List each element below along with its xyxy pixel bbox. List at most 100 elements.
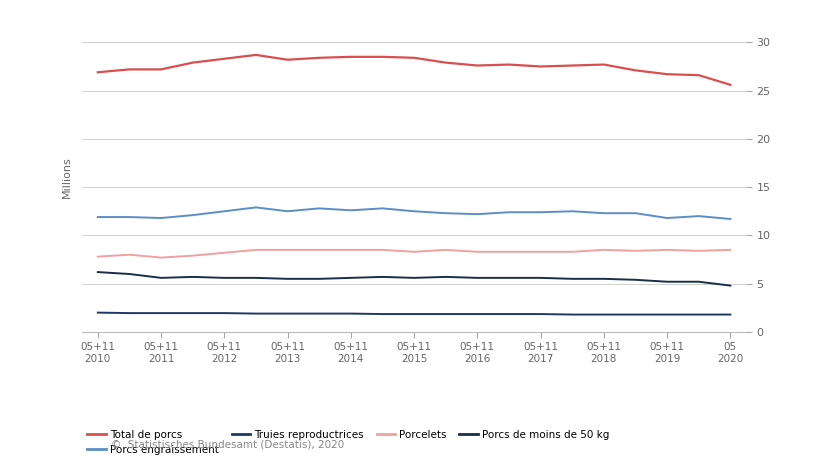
Porcelets <box>409 249 419 254</box>
Porcs engraissement <box>504 209 514 215</box>
Truies reproductrices <box>472 311 482 317</box>
Porcs de moins de 50 kg <box>188 274 197 280</box>
Porcs engraissement <box>535 209 545 215</box>
Porcelets <box>219 250 229 255</box>
Porcelets <box>630 248 640 254</box>
Truies reproductrices <box>630 312 640 317</box>
Total de porcs <box>693 72 703 78</box>
Total de porcs <box>219 56 229 61</box>
Total de porcs <box>377 54 387 59</box>
Porcs de moins de 50 kg <box>93 269 102 275</box>
Porcelets <box>124 252 134 257</box>
Truies reproductrices <box>219 310 229 316</box>
Porcs engraissement <box>598 210 608 216</box>
Total de porcs <box>630 68 640 73</box>
Total de porcs <box>124 67 134 72</box>
Porcs de moins de 50 kg <box>472 275 482 281</box>
Porcs engraissement <box>346 207 355 213</box>
Porcs engraissement <box>693 213 703 219</box>
Total de porcs <box>251 52 260 58</box>
Porcs engraissement <box>93 214 102 220</box>
Line: Porcs de moins de 50 kg: Porcs de moins de 50 kg <box>97 272 730 285</box>
Porcelets <box>188 253 197 259</box>
Porcelets <box>693 248 703 254</box>
Porcelets <box>314 247 324 253</box>
Truies reproductrices <box>567 312 577 317</box>
Truies reproductrices <box>725 312 735 317</box>
Porcs engraissement <box>188 213 197 218</box>
Porcelets <box>283 247 292 253</box>
Text: ©  Statistisches Bundesamt (Destatis), 2020: © Statistisches Bundesamt (Destatis), 20… <box>111 439 343 449</box>
Total de porcs <box>188 60 197 65</box>
Porcs de moins de 50 kg <box>314 276 324 282</box>
Porcelets <box>567 249 577 254</box>
Legend: Total de porcs, Porcs engraissement, Truies reproductrices, Porcelets, Porcs de : Total de porcs, Porcs engraissement, Tru… <box>87 430 609 455</box>
Porcelets <box>504 249 514 254</box>
Line: Porcelets: Porcelets <box>97 250 730 258</box>
Porcs engraissement <box>377 206 387 211</box>
Porcs engraissement <box>314 206 324 211</box>
Porcs engraissement <box>251 205 260 210</box>
Total de porcs <box>725 82 735 88</box>
Line: Porcs engraissement: Porcs engraissement <box>97 207 730 219</box>
Porcs engraissement <box>124 214 134 220</box>
Line: Total de porcs: Total de porcs <box>97 55 730 85</box>
Total de porcs <box>441 60 450 65</box>
Truies reproductrices <box>504 311 514 317</box>
Total de porcs <box>409 55 419 60</box>
Truies reproductrices <box>377 311 387 317</box>
Porcelets <box>725 247 735 253</box>
Porcs de moins de 50 kg <box>504 275 514 281</box>
Truies reproductrices <box>598 312 608 317</box>
Porcs de moins de 50 kg <box>567 276 577 282</box>
Porcs engraissement <box>283 208 292 214</box>
Total de porcs <box>314 55 324 60</box>
Porcs de moins de 50 kg <box>377 274 387 280</box>
Porcelets <box>662 247 672 253</box>
Porcs engraissement <box>630 210 640 216</box>
Porcelets <box>346 247 355 253</box>
Porcelets <box>472 249 482 254</box>
Total de porcs <box>346 54 355 59</box>
Porcs engraissement <box>725 216 735 222</box>
Porcelets <box>156 255 165 260</box>
Porcelets <box>441 247 450 253</box>
Truies reproductrices <box>535 311 545 317</box>
Truies reproductrices <box>314 311 324 316</box>
Porcs de moins de 50 kg <box>598 276 608 282</box>
Truies reproductrices <box>124 310 134 316</box>
Truies reproductrices <box>441 311 450 317</box>
Porcelets <box>251 247 260 253</box>
Porcs de moins de 50 kg <box>251 275 260 281</box>
Total de porcs <box>156 67 165 72</box>
Truies reproductrices <box>251 311 260 316</box>
Porcs engraissement <box>662 215 672 221</box>
Truies reproductrices <box>346 311 355 316</box>
Total de porcs <box>662 71 672 77</box>
Total de porcs <box>567 63 577 68</box>
Total de porcs <box>504 62 514 67</box>
Porcs de moins de 50 kg <box>409 275 419 281</box>
Porcs de moins de 50 kg <box>693 279 703 284</box>
Porcs engraissement <box>567 208 577 214</box>
Porcs de moins de 50 kg <box>535 275 545 281</box>
Porcs de moins de 50 kg <box>630 277 640 283</box>
Truies reproductrices <box>283 311 292 316</box>
Porcs engraissement <box>472 212 482 217</box>
Truies reproductrices <box>693 312 703 317</box>
Total de porcs <box>283 57 292 63</box>
Porcs de moins de 50 kg <box>124 271 134 277</box>
Porcs de moins de 50 kg <box>725 283 735 289</box>
Porcs de moins de 50 kg <box>283 276 292 282</box>
Porcs engraissement <box>219 208 229 214</box>
Y-axis label: Millions: Millions <box>61 157 71 198</box>
Total de porcs <box>93 70 102 75</box>
Total de porcs <box>472 63 482 68</box>
Total de porcs <box>598 62 608 67</box>
Porcs de moins de 50 kg <box>662 279 672 284</box>
Line: Truies reproductrices: Truies reproductrices <box>97 313 730 314</box>
Total de porcs <box>535 64 545 69</box>
Porcs engraissement <box>441 210 450 216</box>
Truies reproductrices <box>156 310 165 316</box>
Porcs de moins de 50 kg <box>219 275 229 281</box>
